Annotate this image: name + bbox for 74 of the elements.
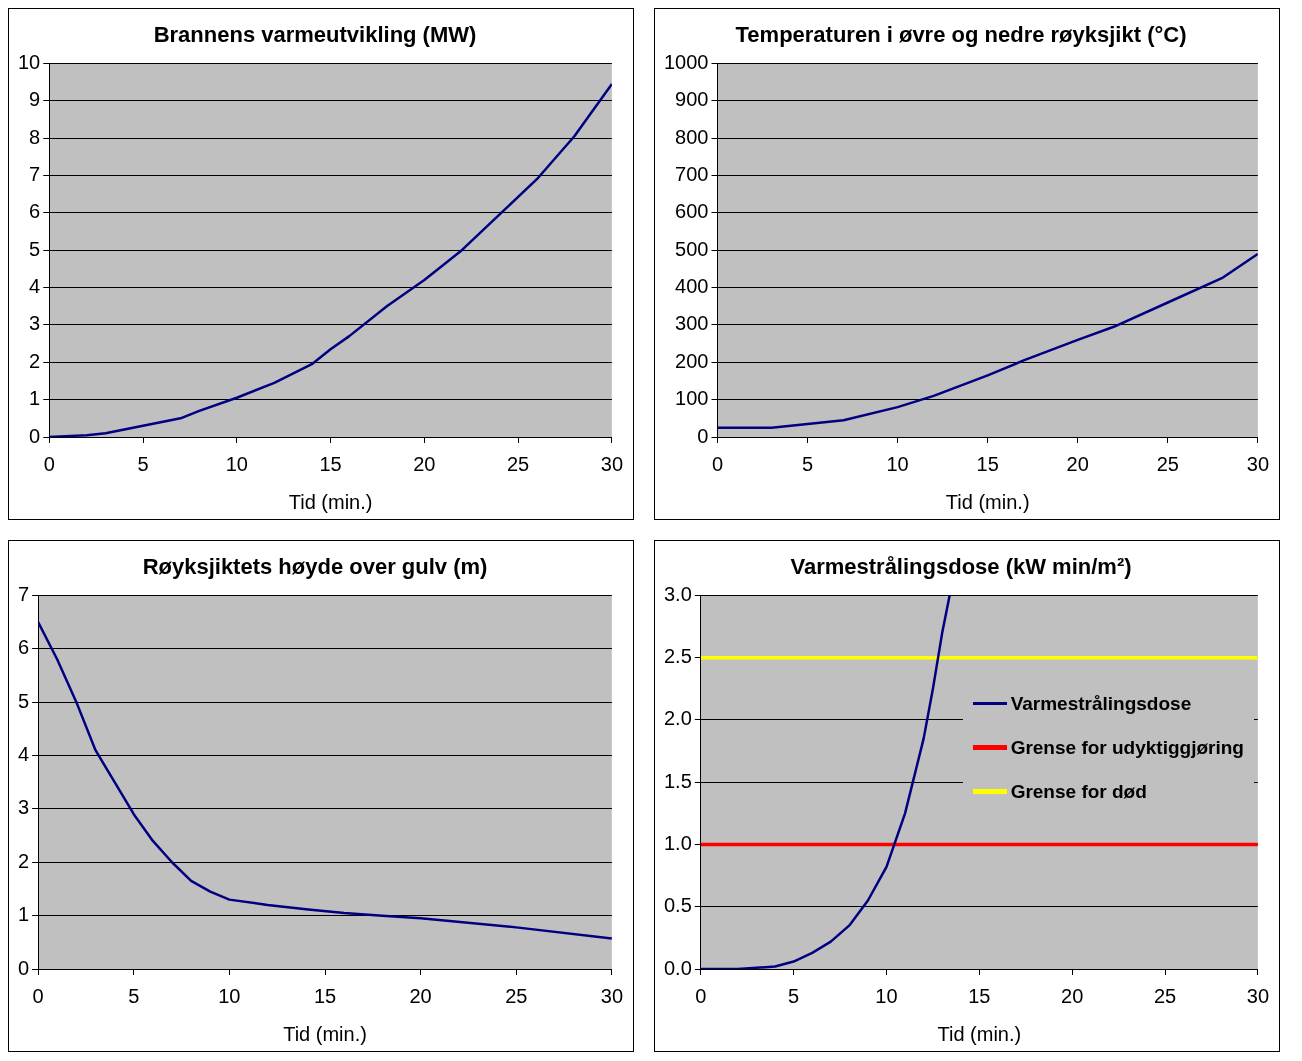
x-tick-label: 10 bbox=[875, 984, 898, 1007]
y-tick-label: 3 bbox=[18, 796, 30, 819]
y-tick-label: 1.0 bbox=[663, 831, 692, 854]
y-tick-label: 10 bbox=[18, 50, 41, 73]
y-tick-label: 2 bbox=[18, 849, 30, 872]
chart-title: Varmestrålingsdose (kW min/m²) bbox=[790, 554, 1132, 580]
x-tick-label: 10 bbox=[886, 452, 909, 475]
y-tick-label: 5 bbox=[29, 237, 41, 260]
x-tick-label: 30 bbox=[600, 984, 623, 1007]
x-axis-title: Tid (min.) bbox=[945, 490, 1030, 513]
x-axis-title: Tid (min.) bbox=[288, 490, 373, 513]
x-tick-label: 25 bbox=[1153, 984, 1177, 1007]
y-tick-label: 1 bbox=[18, 903, 30, 926]
x-tick-label: 10 bbox=[225, 452, 248, 475]
x-axis-title: Tid (min.) bbox=[937, 1022, 1022, 1045]
chart-title: Røyksjiktets høyde over gulv (m) bbox=[142, 554, 488, 580]
y-tick-label: 4 bbox=[29, 275, 41, 298]
y-tick-label: 2.5 bbox=[663, 645, 692, 668]
y-tick-label: 700 bbox=[675, 163, 709, 185]
legend-label: Grense for udyktiggjøring bbox=[1010, 736, 1244, 759]
x-tick-label: 20 bbox=[409, 984, 432, 1007]
y-tick-label: 6 bbox=[18, 636, 30, 659]
y-tick-label: 0.0 bbox=[663, 956, 692, 979]
x-tick-label: 15 bbox=[319, 452, 342, 475]
x-tick-label: 15 bbox=[313, 984, 337, 1007]
y-tick-label: 500 bbox=[675, 237, 709, 260]
y-tick-label: 1000 bbox=[663, 50, 709, 73]
y-tick-label: 900 bbox=[675, 88, 709, 111]
legend-label: Varmestrålingsdose bbox=[1010, 692, 1192, 715]
y-tick-label: 1.5 bbox=[663, 769, 692, 792]
chart-title: Temperaturen i øvre og nedre røyksjikt (°C) bbox=[735, 22, 1187, 48]
y-tick-label: 3.0 bbox=[663, 582, 692, 605]
y-tick-label: 100 bbox=[675, 387, 709, 410]
y-tick-label: 4 bbox=[18, 743, 30, 766]
x-tick-label: 15 bbox=[968, 984, 991, 1007]
y-tick-label: 7 bbox=[29, 163, 41, 185]
y-tick-label: 0 bbox=[18, 956, 30, 979]
x-tick-label: 30 bbox=[600, 452, 623, 475]
legend-label: Grense for død bbox=[1010, 780, 1147, 803]
y-tick-label: 1 bbox=[29, 387, 41, 410]
y-tick-label: 0 bbox=[29, 424, 41, 447]
x-tick-label: 20 bbox=[1066, 452, 1089, 475]
x-tick-label: 30 bbox=[1246, 452, 1269, 475]
x-axis-title: Tid (min.) bbox=[283, 1022, 367, 1045]
x-tick-label: 5 bbox=[801, 452, 814, 475]
x-tick-label: 25 bbox=[1156, 452, 1179, 475]
y-tick-label: 0 bbox=[697, 424, 709, 447]
y-tick-label: 8 bbox=[29, 125, 41, 148]
y-tick-label: 800 bbox=[675, 125, 709, 148]
x-tick-label: 30 bbox=[1246, 984, 1269, 1007]
y-tick-label: 600 bbox=[675, 200, 709, 223]
y-tick-label: 2.0 bbox=[663, 707, 692, 730]
x-tick-label: 5 bbox=[137, 452, 149, 475]
x-tick-label: 0 bbox=[711, 452, 724, 475]
y-tick-label: 6 bbox=[29, 200, 41, 223]
chart-title: Brannens varmeutvikling (MW) bbox=[153, 22, 477, 48]
x-tick-label: 5 bbox=[788, 984, 800, 1007]
x-tick-label: 25 bbox=[506, 452, 530, 475]
x-tick-label: 10 bbox=[218, 984, 241, 1007]
y-tick-label: 300 bbox=[675, 312, 709, 335]
y-tick-label: 0.5 bbox=[663, 894, 692, 917]
x-tick-label: 15 bbox=[976, 452, 999, 475]
x-tick-label: 20 bbox=[413, 452, 436, 475]
x-tick-label: 20 bbox=[1061, 984, 1084, 1007]
x-tick-label: 0 bbox=[43, 452, 55, 475]
x-tick-label: 25 bbox=[505, 984, 528, 1007]
y-tick-label: 200 bbox=[675, 349, 709, 372]
y-tick-label: 400 bbox=[675, 275, 709, 298]
y-tick-label: 2 bbox=[29, 349, 41, 372]
y-tick-label: 5 bbox=[18, 689, 30, 712]
y-tick-label: 7 bbox=[18, 582, 30, 605]
y-tick-label: 3 bbox=[29, 312, 41, 335]
x-tick-label: 5 bbox=[128, 984, 140, 1007]
y-tick-label: 9 bbox=[29, 88, 41, 111]
